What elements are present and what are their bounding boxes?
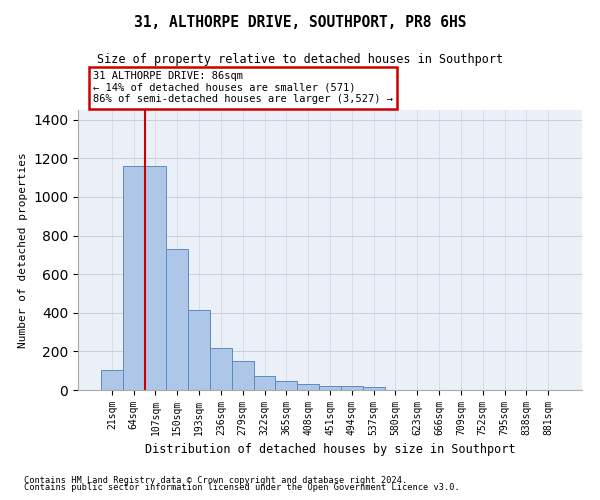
Text: Size of property relative to detached houses in Southport: Size of property relative to detached ho… [97,52,503,66]
Bar [232,361,254,390]
Text: 31 ALTHORPE DRIVE: 86sqm
← 14% of detached houses are smaller (571)
86% of semi-: 31 ALTHORPE DRIVE: 86sqm ← 14% of detach… [93,71,393,104]
Text: 31, ALTHORPE DRIVE, SOUTHPORT, PR8 6HS: 31, ALTHORPE DRIVE, SOUTHPORT, PR8 6HS [134,15,466,30]
Bar [123,166,145,390]
Bar [145,166,166,390]
Text: Contains HM Land Registry data © Crown copyright and database right 2024.: Contains HM Land Registry data © Crown c… [24,476,407,485]
Bar [188,310,210,390]
Bar [297,384,319,390]
Bar [101,370,123,390]
Bar [341,386,363,390]
Bar [254,376,275,390]
Y-axis label: Number of detached properties: Number of detached properties [17,152,28,348]
X-axis label: Distribution of detached houses by size in Southport: Distribution of detached houses by size … [145,444,515,456]
Bar [319,386,341,390]
Bar [363,387,385,390]
Text: Contains public sector information licensed under the Open Government Licence v3: Contains public sector information licen… [24,484,460,492]
Bar [166,249,188,390]
Bar [210,348,232,390]
Bar [275,380,297,390]
